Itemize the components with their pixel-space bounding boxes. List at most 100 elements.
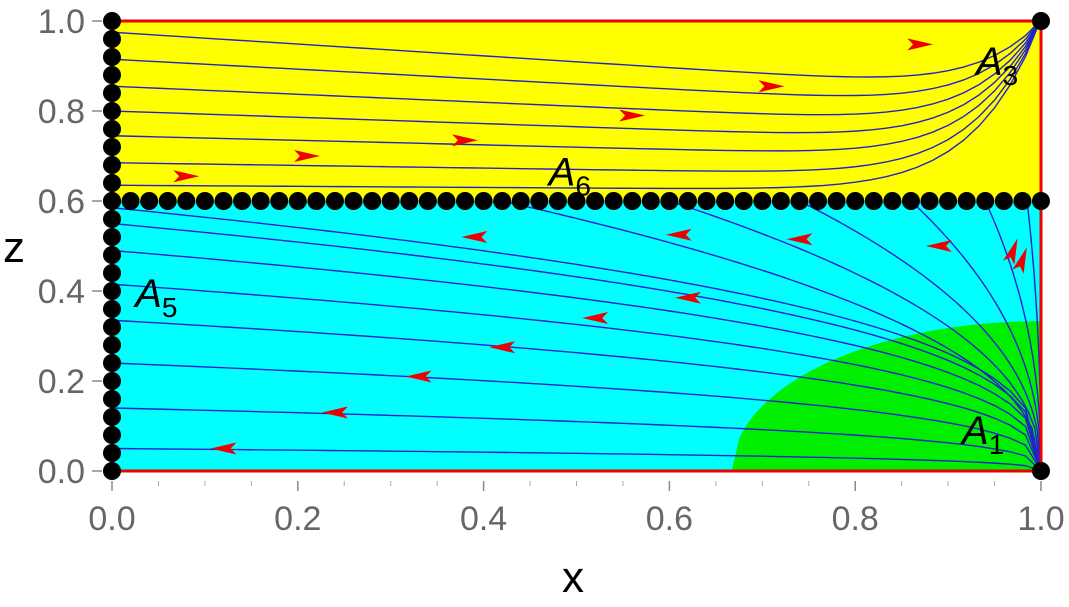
- streamline-lower: [111, 447, 1042, 472]
- fixed-point-dot: [103, 138, 121, 156]
- x-tick-label: 0.8: [832, 500, 879, 538]
- fixed-point-dot: [103, 246, 121, 264]
- flow-arrow: [665, 228, 692, 241]
- fixed-point-dot: [103, 156, 121, 174]
- streamline-lower: [1026, 200, 1042, 472]
- fixed-point-dot: [474, 192, 493, 210]
- axis-titles: x z: [3, 223, 584, 602]
- fixed-point-dot: [883, 192, 902, 210]
- fixed-point-dot: [530, 192, 549, 210]
- point-label-a6: A6: [547, 150, 591, 201]
- fixed-point-dot: [103, 282, 121, 300]
- streamline-lower: [111, 407, 1042, 472]
- fixed-point-dot: [678, 192, 697, 210]
- fixed-point-dot: [846, 192, 865, 210]
- x-tick-label: 0.6: [646, 500, 693, 538]
- point-label-a1: A1: [960, 409, 1004, 460]
- flow-arrow: [321, 406, 348, 419]
- streamline-upper: [111, 20, 1041, 134]
- point-label-subscript: 1: [989, 429, 1005, 460]
- flow-arrow: [173, 170, 200, 183]
- fixed-point-dot: [103, 30, 121, 48]
- point-label-a5: A5: [133, 272, 177, 323]
- fixed-point-dot: [103, 264, 121, 282]
- point-label-subscript: 6: [575, 170, 591, 201]
- fixed-point-dot: [790, 192, 809, 210]
- fixed-point-dot: [641, 192, 660, 210]
- fixed-point-dot: [103, 48, 121, 66]
- fixed-point-dot: [270, 192, 289, 210]
- streamline-lower: [111, 283, 1042, 472]
- fixed-point-dot: [103, 12, 121, 30]
- streamline-upper: [111, 20, 1041, 190]
- fixed-point-dot: [177, 192, 196, 210]
- fixed-point-dot: [344, 192, 363, 210]
- fixed-point-dot: [233, 192, 252, 210]
- point-label-letter: A: [547, 150, 576, 194]
- fixed-point-dot: [827, 192, 846, 210]
- streamline-upper: [111, 20, 1041, 97]
- x-tick-label: 1.0: [1017, 500, 1064, 538]
- streamline-upper: [111, 20, 1041, 172]
- streamline-lower: [799, 200, 1042, 472]
- point-label-a3: A3: [974, 40, 1018, 91]
- streamline-lower: [984, 200, 1042, 472]
- fixed-point-dot: [753, 192, 772, 210]
- streamline-upper: [111, 20, 1041, 116]
- streamline-lower: [111, 249, 1042, 472]
- fixed-point-dot: [251, 192, 270, 210]
- x-tick-label: 0.4: [460, 500, 507, 538]
- fixed-point-dot: [771, 192, 790, 210]
- fixed-point-dot: [511, 192, 530, 210]
- flow-arrow: [619, 109, 646, 122]
- flow-arrow: [210, 442, 237, 455]
- fixed-point-dot: [957, 192, 976, 210]
- flow-arrow: [405, 370, 432, 383]
- fixed-point-dot: [734, 192, 753, 210]
- fixed-point-dot: [1032, 192, 1050, 210]
- fixed-point-dot: [103, 102, 121, 120]
- fixed-point-dot: [1013, 192, 1032, 210]
- fixed-point-dot: [604, 192, 623, 210]
- x-tick-label: 0.0: [88, 500, 135, 538]
- fixed-point-dot: [103, 336, 121, 354]
- x-axis-title: x: [562, 553, 584, 602]
- fixed-point-dot: [103, 120, 121, 138]
- fixed-point-dot: [103, 444, 121, 462]
- flow-arrow: [294, 150, 321, 162]
- flow-arrow: [452, 134, 479, 147]
- fixed-point-dot: [121, 192, 140, 210]
- fixed-point-dot: [623, 192, 642, 210]
- phase-regions: [112, 21, 1041, 471]
- streamline-lower: [111, 319, 1042, 472]
- fixed-point-dot: [103, 210, 121, 228]
- fixed-point-dot: [976, 192, 995, 210]
- fixed-point-dot: [103, 66, 121, 84]
- axis-ticks: 0.0 0.2 0.4 0.6 0.8 1.0 0.0 0.2 0.4 0.6 0.8 1.0: [38, 3, 1065, 538]
- flow-arrow: [758, 80, 785, 93]
- flow-arrow: [489, 341, 516, 354]
- fixed-point-dot: [288, 192, 307, 210]
- yellow-region: [112, 21, 1041, 201]
- flow-arrow: [1012, 247, 1027, 274]
- flow-arrow: [925, 240, 952, 252]
- fixed-point-dot: [381, 192, 400, 210]
- fixed-point-dot: [697, 192, 716, 210]
- fixed-points: [103, 12, 1050, 480]
- fixed-point-dot: [103, 390, 121, 408]
- streamline-lower: [111, 207, 1042, 472]
- fixed-point-dot: [195, 192, 214, 210]
- y-tick-label: 0.8: [38, 93, 85, 131]
- streamline-lower: [502, 200, 1042, 472]
- fixed-point-dot: [363, 192, 382, 210]
- point-label-subscript: 5: [162, 292, 178, 323]
- fixed-point-dot: [214, 192, 233, 210]
- fixed-point-dot: [325, 192, 344, 210]
- flow-arrow: [786, 233, 813, 246]
- fixed-point-dot: [103, 318, 121, 336]
- fixed-point-dot: [456, 192, 475, 210]
- fixed-point-dot: [809, 192, 828, 210]
- flow-arrow: [582, 312, 609, 324]
- y-tick-label: 1.0: [38, 3, 85, 41]
- fixed-point-dot: [864, 192, 883, 210]
